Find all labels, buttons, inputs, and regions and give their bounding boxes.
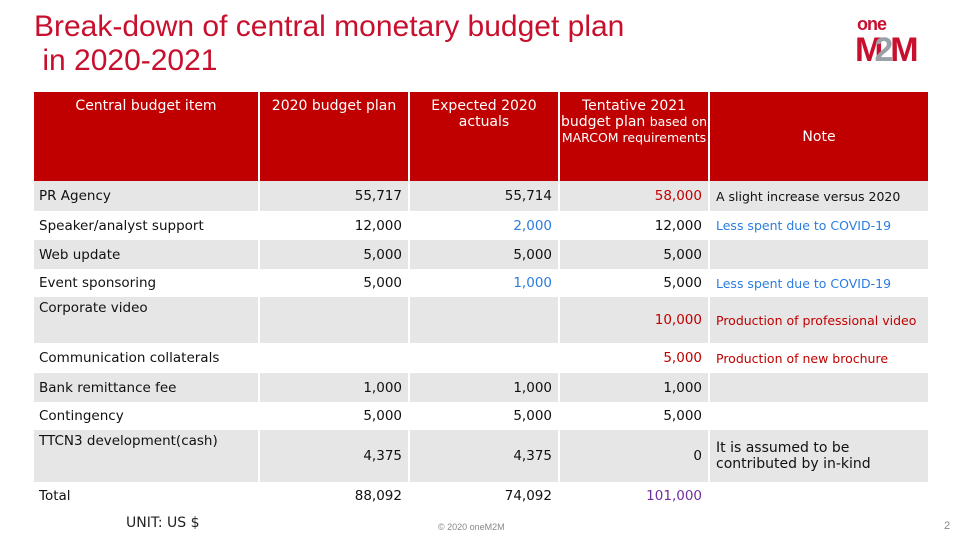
table-header-row: Central budget item 2020 budget plan Exp… (34, 92, 928, 181)
cell-item: Communication collaterals (34, 343, 259, 373)
cell-item: Contingency (34, 402, 259, 430)
cell-tentative-2021: 101,000 (558, 482, 709, 509)
budget-table: Central budget item 2020 budget plan Exp… (34, 92, 928, 509)
cell-actual-2020 (408, 343, 559, 373)
cell-note: A slight increase versus 2020 (708, 181, 928, 211)
cell-item: Web update (34, 240, 259, 269)
table-row: Communication collaterals 5,000 Producti… (34, 343, 928, 373)
cell-note (708, 373, 928, 402)
cell-actual-2020: 1,000 (408, 269, 559, 297)
cell-note (708, 240, 928, 269)
cell-item: Speaker/analyst support (34, 211, 259, 240)
cell-tentative-2021: 5,000 (558, 402, 709, 430)
cell-plan-2020: 1,000 (258, 373, 409, 402)
copyright-text: © 2020 oneM2M (438, 522, 505, 532)
cell-item: TTCN3 development(cash) (34, 430, 259, 482)
cell-plan-2020: 88,092 (258, 482, 409, 509)
cell-plan-2020: 5,000 (258, 269, 409, 297)
table-row: Corporate video 10,000 Production of pro… (34, 297, 928, 343)
slide-title-line-2: in 2020-2021 (34, 44, 218, 77)
cell-item: Bank remittance fee (34, 373, 259, 402)
logo-m2m-mark: M2M (855, 32, 941, 68)
cell-actual-2020: 5,000 (408, 240, 559, 269)
header-plan-2020: 2020 budget plan (258, 92, 409, 181)
cell-tentative-2021: 12,000 (558, 211, 709, 240)
cell-tentative-2021: 10,000 (558, 297, 709, 343)
cell-plan-2020: 12,000 (258, 211, 409, 240)
cell-actual-2020: 2,000 (408, 211, 559, 240)
cell-note (708, 482, 928, 509)
cell-plan-2020: 5,000 (258, 240, 409, 269)
header-tentative-2021-main: Tentative 2021 budget plan (560, 98, 687, 130)
logo-one-text: one (857, 14, 887, 34)
cell-note: Less spent due to COVID-19 (708, 269, 928, 297)
table-row: Contingency 5,000 5,000 5,000 (34, 402, 928, 430)
table-row: Web update 5,000 5,000 5,000 (34, 240, 928, 269)
onem2m-logo: one M2M (855, 14, 941, 70)
cell-actual-2020: 55,714 (408, 181, 559, 211)
cell-tentative-2021: 1,000 (558, 373, 709, 402)
cell-tentative-2021: 58,000 (558, 181, 709, 211)
cell-actual-2020 (408, 297, 559, 343)
cell-plan-2020: 5,000 (258, 402, 409, 430)
header-note: Note (708, 92, 928, 181)
header-item: Central budget item (34, 92, 259, 181)
cell-tentative-2021: 5,000 (558, 269, 709, 297)
cell-tentative-2021: 0 (558, 430, 709, 482)
cell-actual-2020: 4,375 (408, 430, 559, 482)
cell-item: PR Agency (34, 181, 259, 211)
unit-label: UNIT: US $ (126, 515, 200, 531)
table-row: Event sponsoring 5,000 1,000 5,000 Less … (34, 269, 928, 297)
cell-item: Total (34, 482, 259, 509)
table-row: Bank remittance fee 1,000 1,000 1,000 (34, 373, 928, 402)
logo-m-letter: M (855, 31, 883, 69)
cell-note (708, 402, 928, 430)
cell-plan-2020 (258, 343, 409, 373)
cell-plan-2020: 55,717 (258, 181, 409, 211)
cell-actual-2020: 5,000 (408, 402, 559, 430)
cell-note: Less spent due to COVID-19 (708, 211, 928, 240)
cell-plan-2020 (258, 297, 409, 343)
table-row: PR Agency 55,717 55,714 58,000 A slight … (34, 181, 928, 211)
table-row: Speaker/analyst support 12,000 2,000 12,… (34, 211, 928, 240)
cell-item: Corporate video (34, 297, 259, 343)
slide-title: Break-down of central monetary budget pl… (34, 10, 754, 78)
header-tentative-2021: Tentative 2021 budget plan based on MARC… (558, 92, 709, 181)
header-actual-2020: Expected 2020 actuals (408, 92, 559, 181)
cell-note: Production of new brochure (708, 343, 928, 373)
cell-plan-2020: 4,375 (258, 430, 409, 482)
cell-actual-2020: 74,092 (408, 482, 559, 509)
table-row-total: Total 88,092 74,092 101,000 (34, 482, 928, 509)
cell-note: It is assumed to be contributed by in-ki… (708, 430, 928, 482)
logo-m-letter-2: M (890, 31, 918, 69)
cell-note: Production of professional video (708, 297, 928, 343)
cell-item: Event sponsoring (34, 269, 259, 297)
header-tentative-2021-note: based on MARCOM requirements (561, 114, 708, 145)
logo-two-digit: 2 (874, 31, 893, 69)
page-number: 2 (944, 520, 951, 532)
cell-tentative-2021: 5,000 (558, 240, 709, 269)
cell-tentative-2021: 5,000 (558, 343, 709, 373)
slide-title-line-1: Break-down of central monetary budget pl… (34, 10, 625, 43)
table-row: TTCN3 development(cash) 4,375 4,375 0 It… (34, 430, 928, 482)
cell-actual-2020: 1,000 (408, 373, 559, 402)
